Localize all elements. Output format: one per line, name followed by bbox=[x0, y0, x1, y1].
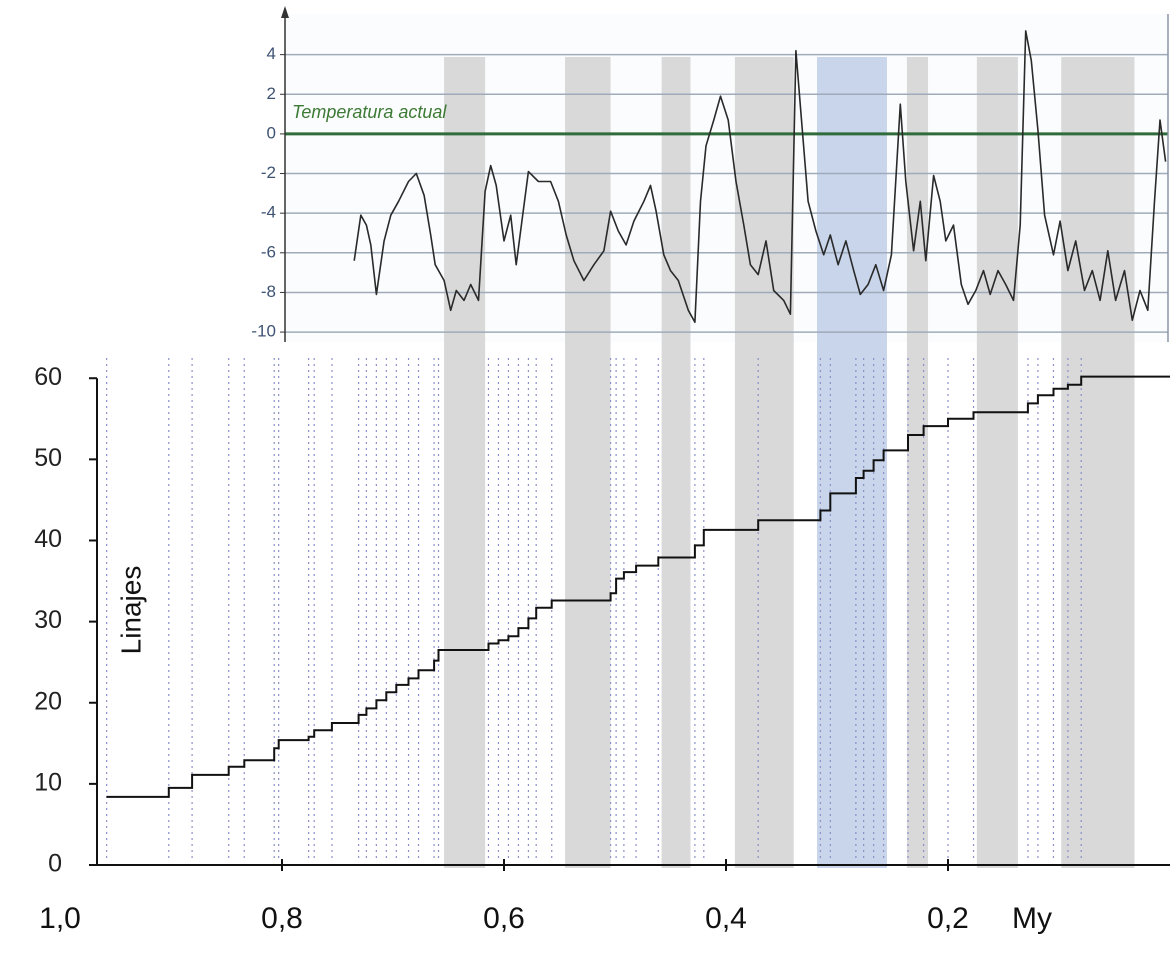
shaded-period bbox=[817, 57, 887, 868]
shaded-period bbox=[444, 57, 486, 868]
lineage-chart: 0 10 20 30 40 50 60 1,0 0,8 0,6 0,4 0,2 bbox=[34, 358, 1170, 935]
shaded-period bbox=[734, 57, 794, 868]
x-axis-label: My bbox=[1012, 902, 1052, 935]
y-tick-label: 0 bbox=[48, 850, 62, 878]
y-tick-label: 30 bbox=[34, 606, 62, 634]
reference-label: Temperatura actual bbox=[292, 102, 447, 122]
y-tick-label: 2 bbox=[267, 84, 276, 103]
y-tick-label: 50 bbox=[34, 444, 62, 472]
y-tick-label: 40 bbox=[34, 525, 62, 553]
y-tick-label: 10 bbox=[34, 768, 62, 796]
y-tick-label: -8 bbox=[261, 282, 276, 301]
shaded-period bbox=[565, 57, 611, 868]
y-tick-label: 0 bbox=[267, 123, 276, 142]
lineage-step-line bbox=[106, 375, 1170, 798]
y-axis-label: Linajes bbox=[115, 566, 146, 655]
shaded-period bbox=[661, 57, 691, 868]
shaded-period bbox=[976, 57, 1018, 868]
axis-arrow bbox=[281, 6, 289, 18]
temperature-chart: 4 2 0 -2 -4 -6 -8 -10 bbox=[251, 30, 1168, 341]
shaded-period bbox=[1061, 57, 1135, 868]
y-tick-label: 60 bbox=[34, 363, 62, 391]
x-tick-label: 0,6 bbox=[483, 902, 525, 935]
y-tick-label: 20 bbox=[34, 687, 62, 715]
x-tick-label: 0,2 bbox=[927, 902, 969, 935]
y-tick-label: -6 bbox=[261, 242, 276, 261]
x-tick-label: 0,4 bbox=[705, 902, 747, 935]
y-tick-label: -10 bbox=[251, 322, 276, 341]
shaded-period bbox=[906, 57, 929, 868]
x-tick-label: 1,0 bbox=[39, 902, 81, 935]
y-tick-label: -4 bbox=[261, 203, 276, 222]
temperature-line bbox=[353, 30, 1167, 323]
y-tick-label: 4 bbox=[267, 44, 276, 63]
shaded-periods bbox=[444, 57, 1135, 868]
x-tick-label: 0,8 bbox=[261, 902, 303, 935]
y-tick-label: -2 bbox=[261, 163, 276, 182]
